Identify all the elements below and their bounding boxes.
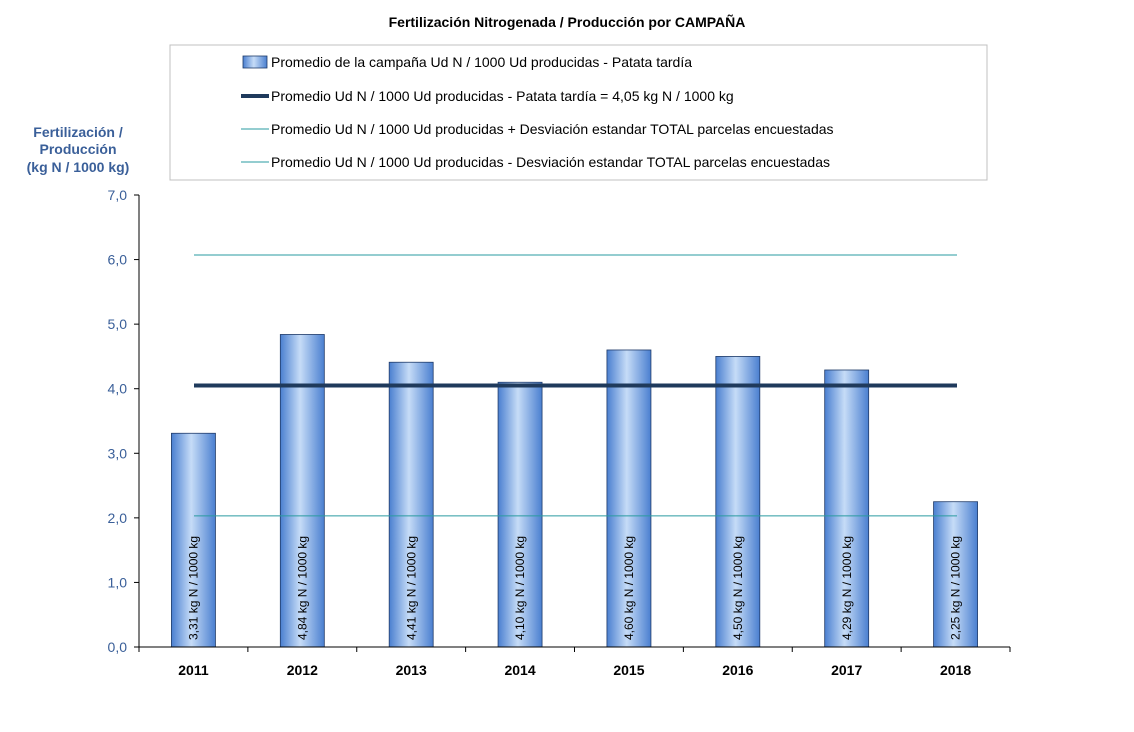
legend-label-upper-line: Promedio Ud N / 1000 Ud producidas + Des…: [271, 121, 834, 137]
x-tick-label-2013: 2013: [396, 662, 427, 678]
legend-label-bar: Promedio de la campaña Ud N / 1000 Ud pr…: [271, 54, 692, 70]
y-axis-label-line-2: Producción: [39, 141, 116, 157]
y-tick-label: 0,0: [108, 639, 128, 655]
y-tick-label: 4,0: [108, 381, 128, 397]
x-tick-label-2014: 2014: [504, 662, 535, 678]
legend-label-mean-line: Promedio Ud N / 1000 Ud producidas - Pat…: [271, 88, 734, 104]
legend-box: [169, 44, 988, 181]
x-tick-label-2017: 2017: [831, 662, 862, 678]
data-labels-layer: 3,31 kg N / 1000 kg 4,84 kg N / 1000 kg 4,…: [187, 536, 963, 640]
data-label-2011: 3,31 kg N / 1000 kg: [187, 536, 201, 640]
y-tick-label: 7,0: [108, 187, 128, 203]
y-tick-label: 3,0: [108, 445, 128, 461]
x-tick-label-2018: 2018: [940, 662, 971, 678]
y-tick-label: 6,0: [108, 252, 128, 268]
data-label-2016: 4,50 kg N / 1000 kg: [731, 536, 745, 640]
data-label-2015: 4,60 kg N / 1000 kg: [622, 536, 636, 640]
x-tick-label-2016: 2016: [722, 662, 753, 678]
legend-swatch-bar: [242, 55, 268, 69]
data-label-2012: 4,84 kg N / 1000 kg: [295, 536, 309, 640]
x-tick-label-2015: 2015: [613, 662, 644, 678]
data-label-2017: 4,29 kg N / 1000 kg: [840, 536, 854, 640]
data-label-2014: 4,10 kg N / 1000 kg: [513, 536, 527, 640]
x-tick-label-2011: 2011: [178, 662, 209, 678]
bar-2017: [824, 369, 870, 648]
bar-2018: [933, 501, 978, 648]
y-tick-label: 5,0: [108, 316, 128, 332]
bar-2016: [715, 356, 761, 648]
x-tick-label-2012: 2012: [287, 662, 318, 678]
y-tick-label: 2,0: [108, 510, 128, 526]
reference-lines-layer: [194, 254, 957, 517]
y-axis-label-line-3: (kg N / 1000 kg): [27, 159, 130, 175]
chart-title: Fertilización Nitrogenada / Producción p…: [389, 13, 746, 30]
legend-label-lower-line: Promedio Ud N / 1000 Ud producidas - Des…: [271, 154, 830, 170]
bar-2011: [171, 432, 216, 648]
data-label-2018: 2,25 kg N / 1000 kg: [949, 536, 963, 640]
axes-layer: 0,0 1,0 2,0 3,0 4,0 5,0 6,0 7,0 2011 2012 2013 2014…: [108, 187, 1011, 678]
bar-2013: [388, 361, 434, 648]
y-axis-label: Fertilización / Producción (kg N / 1000 …: [27, 124, 130, 175]
data-label-2013: 4,41 kg N / 1000 kg: [404, 536, 418, 640]
y-tick-label: 1,0: [108, 574, 128, 590]
bars-layer: [171, 334, 978, 648]
y-axis-label-line-1: Fertilización /: [33, 124, 123, 140]
legend: Promedio de la campaña Ud N / 1000 Ud pr…: [169, 44, 988, 181]
